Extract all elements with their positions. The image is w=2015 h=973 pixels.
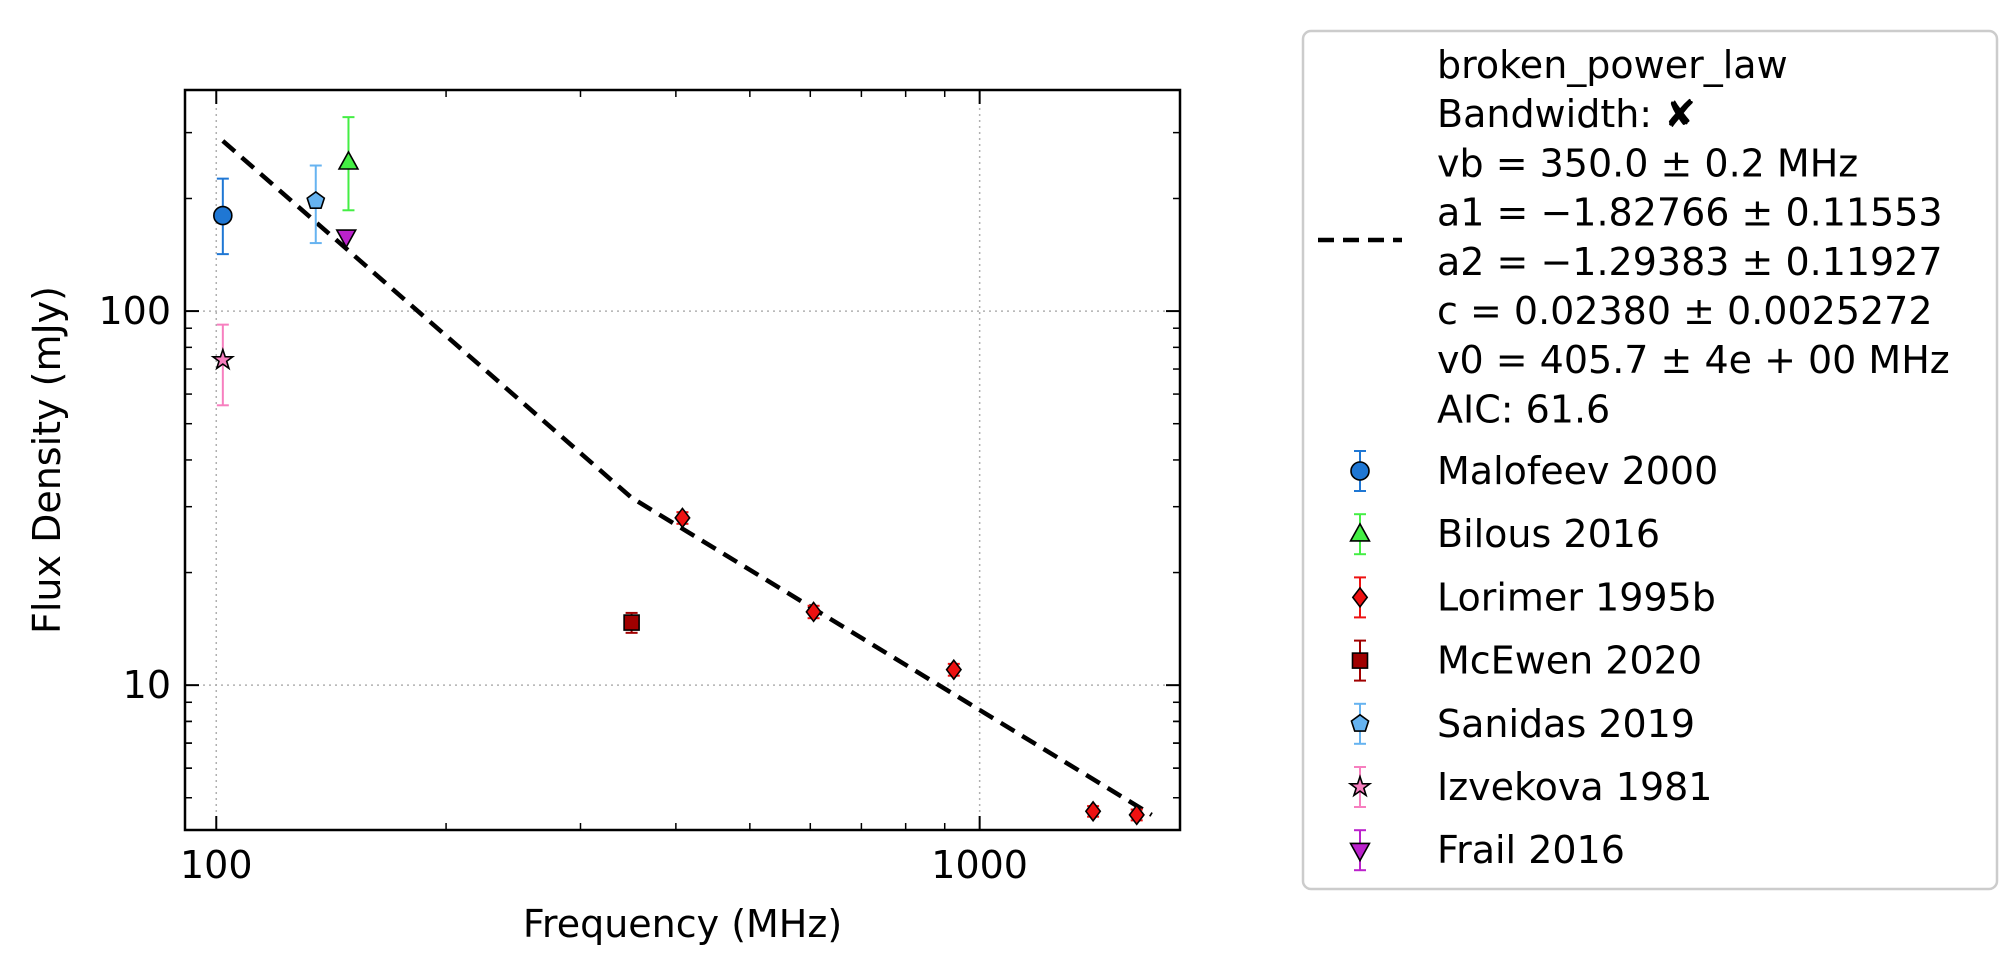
legend-fit-text: a1 = −1.82766 ± 0.11553 [1437, 191, 1943, 235]
axis-ticks [185, 90, 1180, 830]
legend-series-label: Sanidas 2019 [1437, 702, 1695, 746]
legend-marker [1350, 461, 1370, 481]
series-izvekova-1981 [210, 323, 236, 407]
data-point [674, 507, 691, 529]
x-tick-label: 1000 [931, 843, 1028, 887]
legend-marker [1349, 842, 1371, 863]
legend-series-label: Izvekova 1981 [1437, 765, 1712, 809]
legend-fit-text: vb = 350.0 ± 0.2 MHz [1437, 141, 1858, 185]
legend: broken_power_law Bandwidth: ✘ vb = 350.0 ±… [1301, 29, 1999, 891]
fit-line-broken-power-law [221, 139, 1153, 817]
y-tick-label: 100 [98, 289, 171, 333]
legend-box [1301, 29, 1999, 891]
series-frail-2016 [335, 229, 358, 249]
legend-marker [1351, 586, 1369, 609]
legend-fit-text: c = 0.02380 ± 0.0025272 [1437, 289, 1933, 333]
legend-series-label: Frail 2016 [1437, 828, 1625, 872]
grid-lines [185, 90, 1180, 830]
legend-fit-text: a2 = −1.29383 ± 0.11927 [1437, 240, 1943, 284]
tick-labels: 100 1000 10 100 [98, 289, 1028, 887]
series-bilous-2016 [337, 116, 360, 212]
data-point [623, 614, 640, 631]
legend-series-label: Lorimer 1995b [1437, 575, 1716, 619]
y-tick-label: 10 [123, 663, 171, 707]
legend-series-label: McEwen 2020 [1437, 639, 1702, 683]
legend-marker [1349, 522, 1371, 542]
y-axis-label: Flux Density (mJy) [25, 286, 69, 634]
legend-series-label: Malofeev 2000 [1437, 449, 1718, 493]
series-malofeev-2000 [213, 177, 233, 256]
legend-series-label: Bilous 2016 [1437, 512, 1660, 556]
data-point [945, 658, 963, 681]
data-point [805, 601, 822, 623]
data-point [306, 190, 326, 210]
fit-layer [221, 139, 1153, 817]
data-point [1128, 804, 1145, 826]
data-layer [210, 116, 1145, 826]
legend-fit-text: v0 = 405.7 ± 4e + 00 MHz [1437, 338, 1950, 382]
legend-fit-text: AIC: 61.6 [1437, 387, 1610, 431]
data-point [213, 205, 233, 226]
x-axis-label: Frequency (MHz) [523, 902, 842, 946]
series-lorimer-1995b [674, 507, 1145, 826]
legend-marker [1350, 713, 1370, 732]
data-point [335, 229, 358, 249]
data-point [1084, 800, 1102, 823]
legend-marker [1351, 652, 1369, 669]
legend-fit-text: broken_power_law [1437, 43, 1788, 87]
data-point [337, 150, 360, 170]
legend-fit-text: Bandwidth: ✘ [1437, 92, 1696, 136]
data-point [210, 347, 236, 371]
plot-frame [183, 88, 1182, 832]
series-sanidas-2019 [306, 164, 326, 245]
series-mcewen-2020 [623, 611, 640, 634]
legend-marker [1347, 774, 1373, 798]
x-tick-label: 100 [180, 843, 253, 887]
